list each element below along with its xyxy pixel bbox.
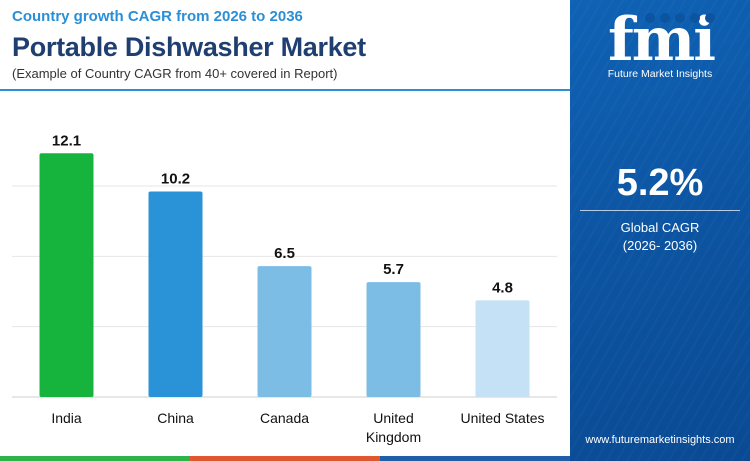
bar-india <box>39 153 94 397</box>
summary-divider <box>580 210 740 211</box>
value-label: 4.8 <box>492 279 513 296</box>
global-cagr-value: 5.2% <box>616 162 704 204</box>
bar-group <box>39 153 530 397</box>
global-cagr-label-line1: Global CAGR <box>620 220 700 235</box>
logo-subtitle: Future Market Insights <box>607 68 713 80</box>
band-orange <box>190 456 380 461</box>
bottom-color-band <box>0 456 570 461</box>
chart-subtitle: Country growth CAGR from 2026 to 2036 <box>12 8 303 25</box>
website-url: www.futuremarketinsights.com <box>585 434 735 446</box>
global-cagr-period: (2026- 2036) <box>622 238 698 253</box>
category-label: United States <box>460 410 544 426</box>
chart-header: Country growth CAGR from 2026 to 2036 Po… <box>0 0 570 91</box>
bar-china <box>148 191 203 397</box>
bar-canada <box>257 266 312 397</box>
bar-united-kingdom <box>366 282 421 397</box>
bar-united-states <box>475 300 530 397</box>
category-label: United Kingdom <box>366 410 421 445</box>
value-label: 5.7 <box>383 261 404 278</box>
category-label: Canada <box>260 410 309 426</box>
fmi-logo: fmi <box>608 10 717 68</box>
band-blue <box>380 456 570 461</box>
value-label: 10.2 <box>161 171 190 188</box>
category-label: India <box>51 410 82 426</box>
value-labels: 12.1 10.2 6.5 5.7 4.8 <box>52 132 513 296</box>
summary-panel: fmi Future Market Insights 5.2% Global C… <box>570 0 750 461</box>
chart-title: Portable Dishwasher Market <box>12 32 366 62</box>
category-labels: India China Canada United Kingdom United Stat… <box>51 410 544 445</box>
value-label: 6.5 <box>274 245 295 262</box>
bar-chart: 12.1 10.2 6.5 5.7 4.8 India China Canada United… <box>12 132 557 445</box>
band-green <box>0 456 190 461</box>
global-cagr-label: Global CAGR (2026- 2036) <box>570 219 750 255</box>
chart-caption: (Example of Country CAGR from 40+ covere… <box>12 66 338 81</box>
category-label: China <box>157 410 194 426</box>
header-divider <box>0 89 570 91</box>
value-label: 12.1 <box>52 132 81 149</box>
